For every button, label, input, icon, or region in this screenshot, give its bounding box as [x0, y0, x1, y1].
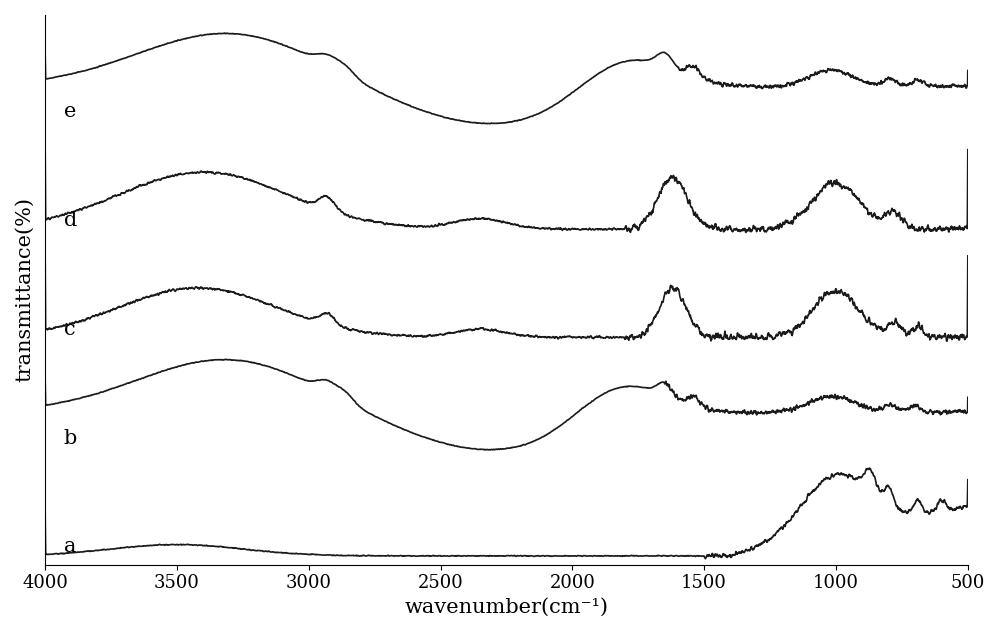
Text: b: b: [64, 428, 77, 447]
Text: e: e: [64, 102, 76, 121]
Text: a: a: [64, 537, 76, 556]
Text: c: c: [64, 320, 75, 339]
Y-axis label: transmittance(%): transmittance(%): [15, 197, 34, 382]
Text: d: d: [64, 211, 77, 230]
X-axis label: wavenumber(cm⁻¹): wavenumber(cm⁻¹): [404, 598, 608, 617]
